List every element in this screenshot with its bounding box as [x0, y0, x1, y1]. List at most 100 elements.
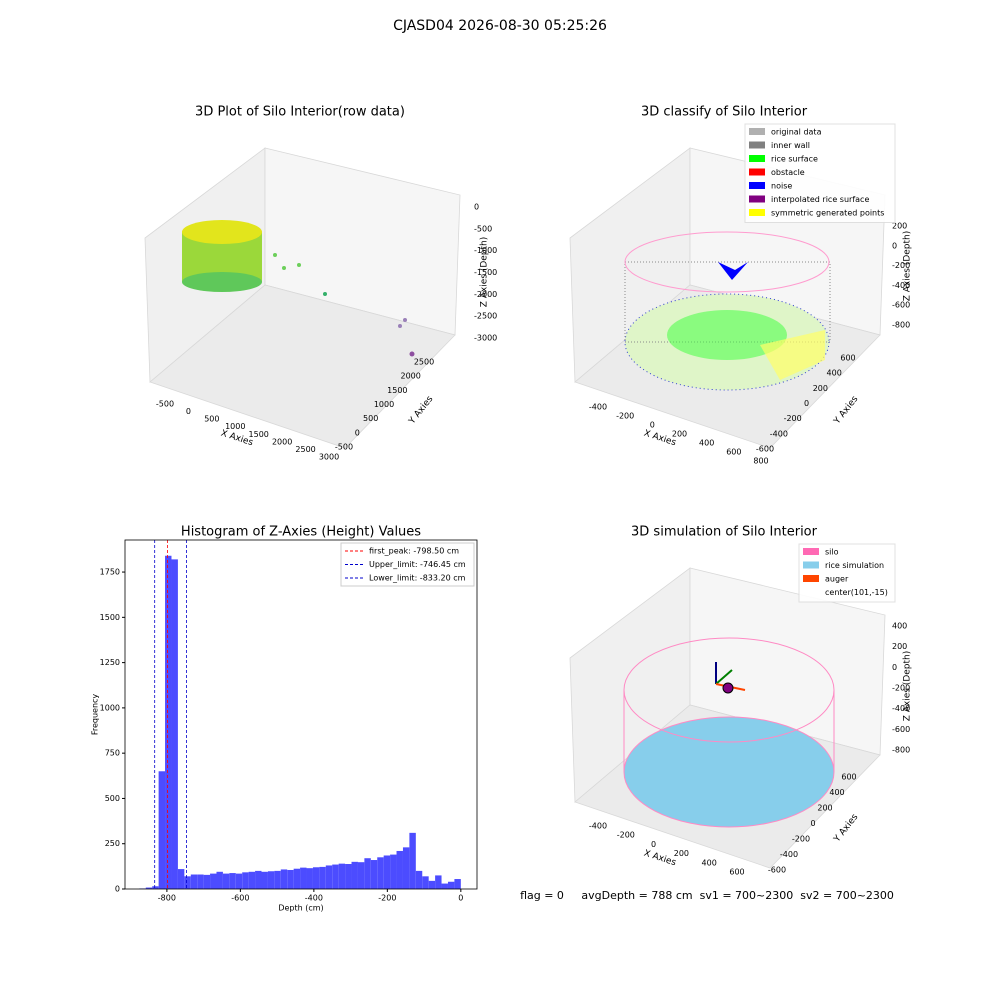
point	[273, 253, 277, 257]
z-tick-label: -1500	[474, 268, 497, 277]
legend-swatch	[749, 182, 765, 189]
center	[722, 682, 734, 694]
z-tick-label: -200	[892, 684, 910, 693]
cloud-top	[182, 220, 262, 244]
y-tick-label: 0	[115, 885, 120, 894]
bar	[267, 871, 275, 889]
x-tick-label: 600	[729, 868, 744, 877]
suptitle: CJASD04 2026-08-30 05:25:26	[393, 18, 607, 34]
panel-title: 3D classify of Silo Interior	[641, 105, 808, 120]
y-tick-label: 600	[841, 773, 856, 782]
footer-text: flag = 0 avgDepth = 788 cm sv1 = 700~230…	[520, 889, 894, 902]
bar	[428, 880, 436, 889]
axis-arrow	[715, 669, 733, 685]
bar	[222, 873, 230, 889]
bar	[357, 862, 365, 889]
bar	[345, 864, 352, 889]
cloud-bottom	[182, 272, 262, 292]
y-tick-label: 250	[105, 839, 120, 848]
y-tick-label: -400	[780, 850, 798, 859]
bar	[370, 860, 378, 889]
z-tick-label: 0	[892, 663, 897, 672]
z-tick-label: 0	[474, 203, 479, 212]
point	[297, 263, 301, 267]
x-tick-label: 800	[753, 457, 768, 466]
y-tick-label: 1750	[100, 568, 120, 577]
x-tick-label: -400	[589, 403, 607, 412]
x-tick-label: 200	[674, 849, 689, 858]
z-axis-label: Z Axies (Depth)	[480, 237, 490, 308]
point	[282, 266, 286, 270]
rice-simulation	[623, 716, 835, 828]
x-tick-label: 0	[650, 421, 655, 430]
x-tick-label: 1000	[225, 422, 245, 431]
legend-label: rice simulation	[825, 561, 884, 570]
cloud-classified	[624, 231, 831, 391]
z-tick-label: 200	[892, 222, 907, 231]
y-tick-label: 600	[840, 354, 855, 363]
bar	[306, 868, 313, 889]
wall-top	[624, 231, 830, 293]
y-tick-label: -500	[335, 443, 353, 452]
bar	[409, 832, 416, 889]
x-tick-label: -500	[156, 400, 174, 409]
bar	[248, 871, 256, 889]
x-tick-label: -600	[231, 894, 249, 903]
panel-title: Histogram of Z-Axies (Height) Values	[181, 525, 421, 540]
z-tick-label: -3000	[474, 334, 497, 343]
z-tick-label: -400	[892, 704, 910, 713]
y-axis-label: Frequency	[91, 694, 100, 736]
legend-swatch	[803, 561, 819, 569]
legend-label: interpolated rice surface	[771, 195, 869, 204]
bar	[229, 873, 236, 889]
bar	[312, 867, 320, 889]
bar	[287, 869, 294, 889]
legend-label: original data	[771, 128, 822, 137]
legend-swatch	[749, 195, 765, 203]
bar	[216, 871, 223, 889]
bar	[332, 864, 339, 889]
legend-swatch	[749, 155, 765, 162]
y-tick-label: 0	[810, 819, 815, 828]
bar	[325, 865, 333, 889]
plot-frame	[124, 539, 478, 890]
x-tick-label: 0	[458, 894, 463, 903]
bar	[261, 871, 268, 889]
y-tick-label: 400	[827, 369, 842, 378]
legend-label: center(101,-15)	[825, 588, 888, 597]
bar	[171, 559, 178, 889]
point	[403, 318, 407, 322]
y-tick-label: 0	[355, 428, 360, 437]
noise	[718, 262, 748, 280]
silo-top	[623, 637, 835, 743]
y-tick-label: 1250	[100, 658, 120, 667]
legend-label: first_peak: -798.50 cm	[369, 547, 459, 556]
legend-label: Lower_limit: -833.20 cm	[369, 574, 466, 583]
y-tick-label: 0	[804, 399, 809, 408]
z-tick-label: -500	[474, 224, 492, 233]
bar	[210, 873, 217, 889]
bar	[435, 875, 442, 889]
z-tick-label: -200	[892, 261, 910, 270]
bar	[152, 886, 159, 889]
bar	[235, 873, 243, 889]
z-tick-label: -400	[892, 281, 910, 290]
cloud-raw	[182, 220, 415, 357]
bar	[293, 868, 301, 889]
bar	[441, 883, 448, 889]
x-tick-label: 2500	[295, 445, 315, 454]
legend-label: silo	[825, 548, 839, 557]
y-tick-label: 750	[105, 749, 120, 758]
z-tick-label: 400	[892, 622, 907, 631]
point	[398, 324, 402, 328]
z-tick-label: 200	[892, 642, 907, 651]
rice-surface	[667, 310, 787, 360]
point	[409, 351, 415, 357]
x-axis-label: Depth (cm)	[278, 904, 323, 913]
point	[323, 292, 327, 296]
bar	[454, 879, 461, 889]
y-tick-label: 200	[817, 804, 832, 813]
y-tick-label: 2000	[400, 372, 420, 381]
y-tick-label: -400	[770, 429, 788, 438]
